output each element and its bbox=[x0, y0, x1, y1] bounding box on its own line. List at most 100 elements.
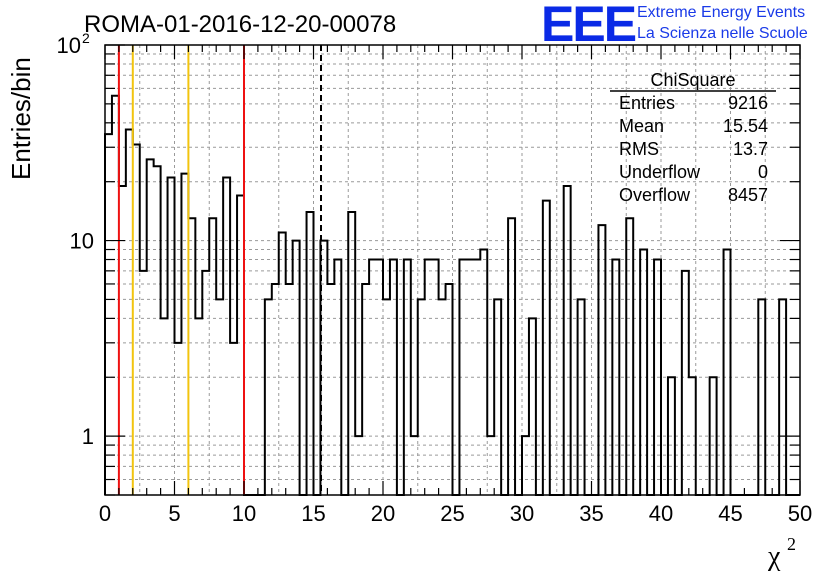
histogram-bin bbox=[508, 218, 515, 495]
stats-label-rms: RMS bbox=[619, 139, 659, 159]
histogram-bin bbox=[119, 186, 126, 495]
stats-label-mean: Mean bbox=[619, 116, 664, 136]
x-tick-label: 5 bbox=[168, 501, 180, 526]
histogram-bin bbox=[446, 284, 453, 495]
histogram-bin bbox=[626, 218, 633, 495]
histogram-bin bbox=[161, 318, 168, 495]
stats-value-entries: 9216 bbox=[728, 93, 768, 113]
histogram-bin bbox=[307, 212, 314, 495]
histogram-bin bbox=[362, 284, 369, 495]
histogram-bin bbox=[175, 343, 182, 495]
histogram-bin bbox=[411, 436, 418, 495]
x-axis-title-symbol: χ bbox=[767, 541, 781, 572]
histogram-bin bbox=[529, 318, 536, 495]
histogram-bin bbox=[112, 96, 119, 495]
histogram-bin bbox=[327, 284, 334, 495]
histogram-bin bbox=[188, 218, 195, 495]
x-axis-title: χ 2 bbox=[767, 534, 796, 572]
x-tick-label: 20 bbox=[371, 501, 395, 526]
y-tick-label: 10 bbox=[70, 229, 94, 254]
histogram-bin bbox=[126, 129, 133, 495]
stats-label-entries: Entries bbox=[619, 93, 675, 113]
x-tick-labels: 0 5 10 15 20 25 30 35 40 45 50 bbox=[99, 501, 812, 526]
histogram-bin bbox=[216, 299, 223, 495]
histogram-bin bbox=[168, 178, 175, 495]
histogram-bin bbox=[286, 284, 293, 495]
histogram-bin bbox=[140, 271, 147, 495]
histogram-bin bbox=[265, 299, 272, 495]
histogram-bin bbox=[133, 144, 140, 495]
histogram-bin bbox=[640, 250, 647, 495]
histogram-bin bbox=[494, 299, 501, 495]
histogram-bin bbox=[459, 260, 466, 495]
histogram-bin bbox=[195, 318, 202, 495]
x-tick-label: 40 bbox=[649, 501, 673, 526]
histogram-bin bbox=[376, 260, 383, 495]
histogram-bin bbox=[147, 159, 154, 495]
stats-value-underflow: 0 bbox=[758, 162, 768, 182]
stats-box-name: ChiSquare bbox=[650, 70, 735, 90]
histogram-bin bbox=[654, 260, 661, 495]
histogram-bin bbox=[293, 241, 300, 495]
histogram-bin bbox=[432, 260, 439, 495]
stats-label-overflow: Overflow bbox=[619, 185, 691, 205]
histogram-bin bbox=[522, 436, 529, 495]
y-tick-label: 10 bbox=[57, 33, 81, 58]
y-tick-label: 1 bbox=[82, 424, 94, 449]
histogram-bin bbox=[564, 186, 571, 495]
brand-line-1: Extreme Energy Events bbox=[637, 4, 805, 21]
stats-value-mean: 15.54 bbox=[723, 116, 768, 136]
histogram-bin bbox=[578, 299, 585, 495]
x-tick-label: 45 bbox=[718, 501, 742, 526]
histogram-bin bbox=[418, 299, 425, 495]
histogram-bin bbox=[758, 299, 765, 495]
brand-line-2: La Scienza nelle Scuole bbox=[637, 25, 808, 42]
histogram-bin bbox=[404, 260, 411, 495]
histogram-bin bbox=[383, 299, 390, 495]
histogram-bin bbox=[466, 260, 473, 495]
histogram-bin bbox=[689, 377, 696, 495]
chart-title: ROMA-01-2016-12-20-00078 bbox=[84, 11, 396, 38]
y-tick-label-exponent: 2 bbox=[82, 30, 90, 46]
histogram-bin bbox=[369, 260, 376, 495]
histogram-bin bbox=[724, 250, 731, 495]
x-axis-title-sup: 2 bbox=[787, 534, 796, 554]
histogram-bin bbox=[598, 225, 605, 495]
reference-lines bbox=[117, 45, 323, 495]
histogram-bin bbox=[223, 178, 230, 495]
x-tick-label: 30 bbox=[510, 501, 534, 526]
eee-logo: EEE bbox=[541, 0, 638, 52]
histogram-bin bbox=[237, 195, 244, 495]
histogram-bin bbox=[334, 260, 341, 495]
histogram-bin bbox=[105, 134, 112, 495]
stats-box: ChiSquare Entries 9216 Mean 15.54 RMS 13… bbox=[610, 70, 776, 205]
x-tick-label: 15 bbox=[301, 501, 325, 526]
histogram-bin bbox=[439, 299, 446, 495]
stats-label-underflow: Underflow bbox=[619, 162, 701, 182]
histogram-bars bbox=[104, 94, 800, 496]
histogram-bin bbox=[230, 343, 237, 495]
histogram-bin bbox=[390, 260, 397, 495]
histogram-bin bbox=[279, 232, 286, 495]
stats-value-overflow: 8457 bbox=[728, 185, 768, 205]
histogram-bin bbox=[543, 201, 550, 495]
histogram-bin bbox=[355, 436, 362, 495]
x-tick-label: 50 bbox=[788, 501, 812, 526]
x-tick-label: 35 bbox=[579, 501, 603, 526]
histogram-bin bbox=[154, 166, 161, 495]
histogram-bin bbox=[682, 271, 689, 495]
histogram-bin bbox=[612, 260, 619, 495]
histogram-outline bbox=[104, 94, 800, 496]
stats-value-rms: 13.7 bbox=[733, 139, 768, 159]
histogram-bin bbox=[425, 260, 432, 495]
histogram-bin bbox=[668, 377, 675, 495]
eee-logo-text: EEE bbox=[541, 0, 636, 52]
x-tick-label: 0 bbox=[99, 501, 111, 526]
histogram-bin bbox=[473, 260, 480, 495]
histogram-bin bbox=[272, 284, 279, 495]
histogram-bin bbox=[710, 377, 717, 495]
histogram-bin bbox=[487, 436, 494, 495]
